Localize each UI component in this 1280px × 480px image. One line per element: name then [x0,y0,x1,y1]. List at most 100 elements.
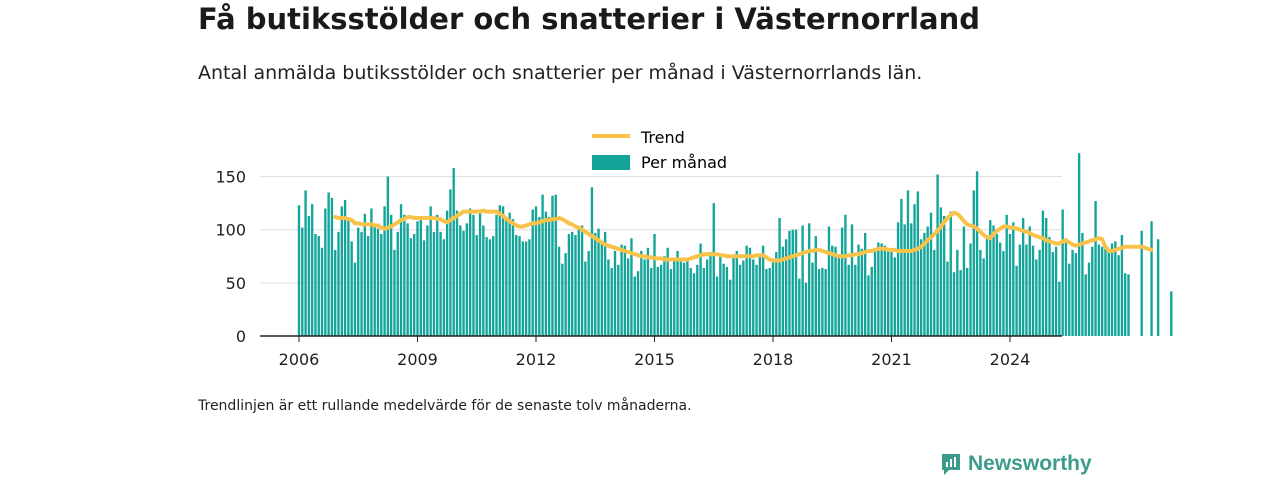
bar [297,205,301,336]
bar [524,241,528,336]
bar [317,236,320,336]
bar [758,254,762,336]
bar [692,273,696,336]
bar [844,214,847,336]
bar [942,215,946,336]
x-tick-label: 2021 [871,350,912,369]
bar [373,226,376,336]
bar [449,189,452,336]
bar [538,216,541,336]
bar [791,229,794,336]
bar [775,252,778,336]
bar [936,174,939,336]
bar [455,210,459,336]
bar [1127,274,1130,336]
bar [982,258,985,336]
bar [1012,222,1015,336]
bar [827,226,831,336]
bar [952,272,956,336]
bar [768,267,771,336]
bar [327,192,330,336]
bar [699,243,702,336]
bar [1005,214,1008,336]
bar [663,256,666,336]
bar [926,226,929,336]
bar [301,227,304,336]
bar [686,259,689,336]
bar [949,211,952,336]
bar [643,259,646,336]
bar [1018,244,1022,336]
bar [610,267,613,336]
legend-bar-swatch [592,155,630,170]
bar [821,267,824,336]
bar [705,259,709,336]
bar [403,214,406,336]
bar [399,204,403,336]
bar [834,246,837,336]
bar [666,247,669,336]
bar [659,264,663,336]
bar [715,276,719,336]
bar [781,246,785,336]
bar [600,243,604,336]
bar [1084,274,1087,336]
bar [357,227,360,336]
bar [870,266,873,336]
bar [498,205,501,336]
bar [472,214,475,336]
bar [594,232,597,336]
bars [297,153,1173,336]
bar [1120,235,1124,336]
bar [554,194,557,336]
bar [626,258,630,336]
bar [574,235,577,336]
bar [900,198,903,336]
bar [482,225,485,336]
y-tick-label: 150 [215,168,246,187]
bar [929,212,933,336]
bar [1140,230,1143,336]
bar [1041,210,1045,336]
bar [989,220,992,336]
bar [571,231,574,336]
bar [636,271,640,336]
bar [366,236,370,336]
bar [696,264,699,336]
bar [1061,209,1064,336]
bar [956,249,959,336]
y-tick-label: 50 [226,274,246,293]
bar [1058,281,1061,336]
bar [429,206,432,336]
bar [887,250,890,336]
bar [515,235,518,336]
bar [959,270,962,336]
bar [541,194,544,336]
bar [337,231,340,336]
bar [350,241,353,336]
bar [1002,250,1005,336]
bar [376,228,380,336]
bar [801,225,804,336]
bar [923,232,926,336]
bar [551,195,554,336]
newsworthy-logo-icon [942,454,960,475]
bar [1071,249,1074,336]
x-tick-label: 2006 [279,350,320,369]
bar [340,206,343,336]
bar [617,264,620,336]
bar [712,203,715,336]
bar [784,239,788,336]
bar [531,209,534,336]
bar [561,263,564,336]
bar [1091,246,1094,336]
bar [857,244,860,336]
bar [577,227,580,336]
legend: Trend Per månad [592,128,727,172]
brand[interactable]: Newsworthy [940,450,1092,478]
bar [439,231,442,336]
bar [817,269,821,336]
x-tick-label: 2024 [990,350,1031,369]
bar [544,211,548,336]
bar [995,233,999,336]
